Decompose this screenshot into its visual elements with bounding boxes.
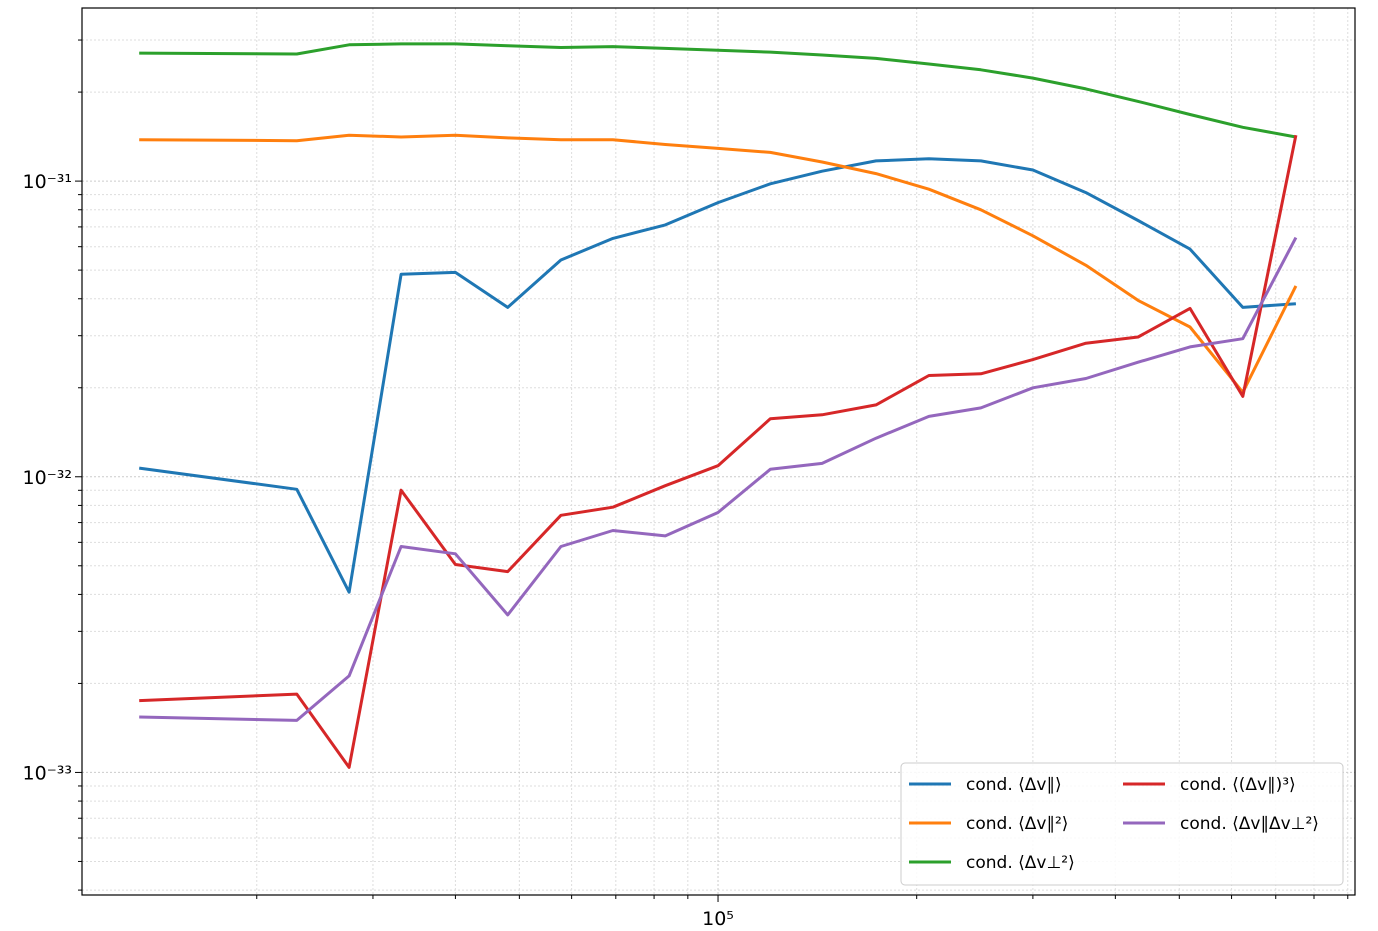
plot-frame [81,7,1356,896]
series-line [139,157,1297,594]
legend-label: cond. ⟨Δv∥²⟩ [966,814,1068,834]
legend-label: cond. ⟨Δv∥Δv⊥²⟩ [1180,814,1319,834]
y-tick-label: 10⁻³¹ [23,171,72,193]
legend-box [900,762,1344,886]
legend: cond. ⟨Δv∥⟩ cond. ⟨Δv∥²⟩ cond. ⟨Δv⊥²⟩ cond.… [900,762,1344,886]
y-tick-label: 10⁻³³ [23,762,72,784]
legend-label: cond. ⟨Δv∥⟩ [966,775,1062,795]
series-line [139,236,1298,722]
x-tick-label: 10⁵ [702,908,734,930]
legend-label: cond. ⟨Δv⊥²⟩ [966,853,1075,873]
series-line [139,134,1298,769]
legend-label: cond. ⟨(Δv∥)³⟩ [1180,775,1296,795]
y-tick-label: 10⁻³² [23,467,72,489]
series-line [139,133,1298,394]
series-line [139,42,1297,139]
